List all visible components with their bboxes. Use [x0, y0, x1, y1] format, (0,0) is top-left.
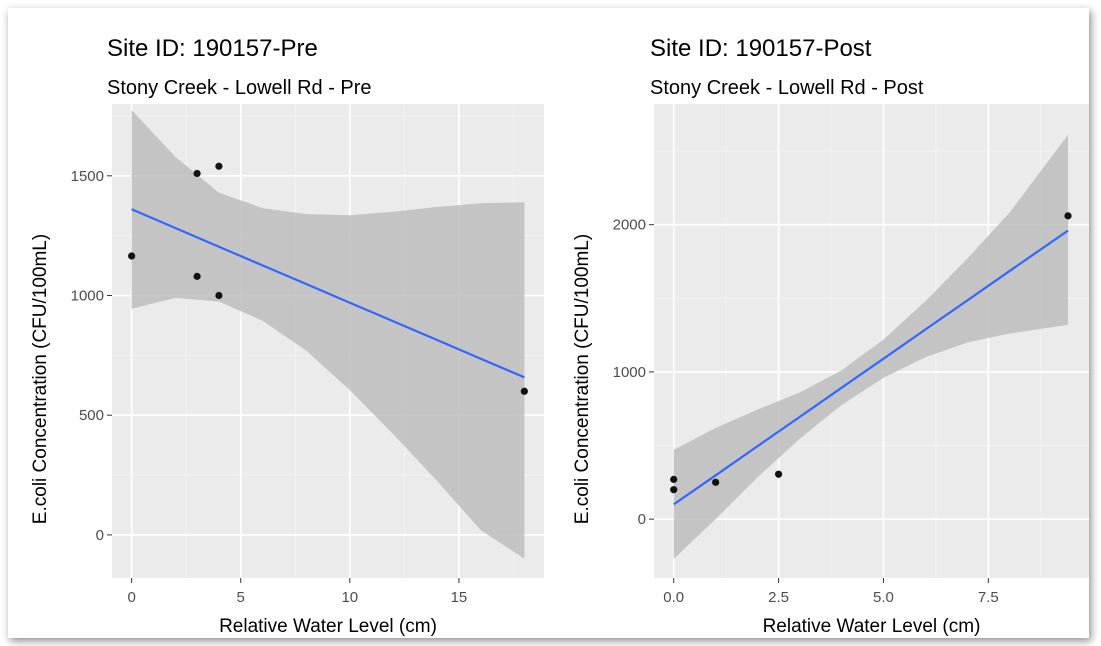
pre-confidence-band [131, 110, 525, 559]
pre-data-point [128, 252, 136, 260]
post-chart-panel: 0.0 2.5 5.0 7.5 0 1000 2000 Site ID: 190157-Pos… [572, 35, 1089, 637]
post-x-tick-label: 2.5 [768, 589, 789, 606]
pre-y-tick-label: 500 [79, 407, 104, 424]
pre-x-axis-label: Relative Water Level (cm) [219, 616, 437, 637]
pre-data-point [520, 387, 528, 395]
pre-x-tick-label: 10 [341, 589, 358, 606]
post-fit-line [673, 229, 1069, 506]
post-x-tick-label: 5.0 [873, 589, 894, 606]
pre-data-point [193, 272, 201, 280]
pre-data-point [193, 169, 201, 178]
post-data-point [670, 475, 678, 483]
post-confidence-band [673, 134, 1068, 559]
pre-y-tick-label: 1000 [71, 288, 104, 305]
pre-y-axis-label: E.coli Concentration (CFU/100mL) [30, 234, 51, 524]
post-y-tick-label: 2000 [613, 217, 646, 234]
post-x-axis-label: Relative Water Level (cm) [763, 616, 981, 637]
pre-chart-title: Site ID: 190157-Pre [107, 35, 318, 62]
post-x-tick-label: 7.5 [978, 589, 999, 606]
post-data-point [774, 470, 783, 478]
post-y-tick-label: 1000 [613, 364, 646, 381]
post-chart-title: Site ID: 190157-Post [650, 35, 872, 62]
pre-chart-subtitle: Stony Creek - Lowell Rd - Pre [107, 77, 372, 99]
pre-fit-line [131, 208, 525, 379]
pre-y-tick-label: 1500 [71, 168, 104, 185]
pre-data-point [215, 162, 223, 170]
pre-x-tick-label: 5 [237, 589, 245, 606]
post-chart-subtitle: Stony Creek - Lowell Rd - Post [650, 77, 924, 99]
post-y-tick-label: 0 [638, 511, 646, 528]
post-data-point [1064, 212, 1072, 220]
post-x-tick-label: 0.0 [663, 589, 684, 606]
pre-data-point [215, 291, 223, 300]
post-data-point [712, 478, 720, 486]
pre-x-tick-label: 0 [127, 589, 135, 606]
pre-chart-panel: 0 5 10 15 0 500 1000 1500 Site ID: 190157-Pre Sto… [30, 35, 544, 637]
post-y-axis-label: E.coli Concentration (CFU/100mL) [572, 234, 593, 524]
post-data-point [670, 486, 678, 494]
pre-x-tick-label: 15 [451, 589, 468, 606]
pre-y-tick-label: 0 [96, 527, 104, 544]
